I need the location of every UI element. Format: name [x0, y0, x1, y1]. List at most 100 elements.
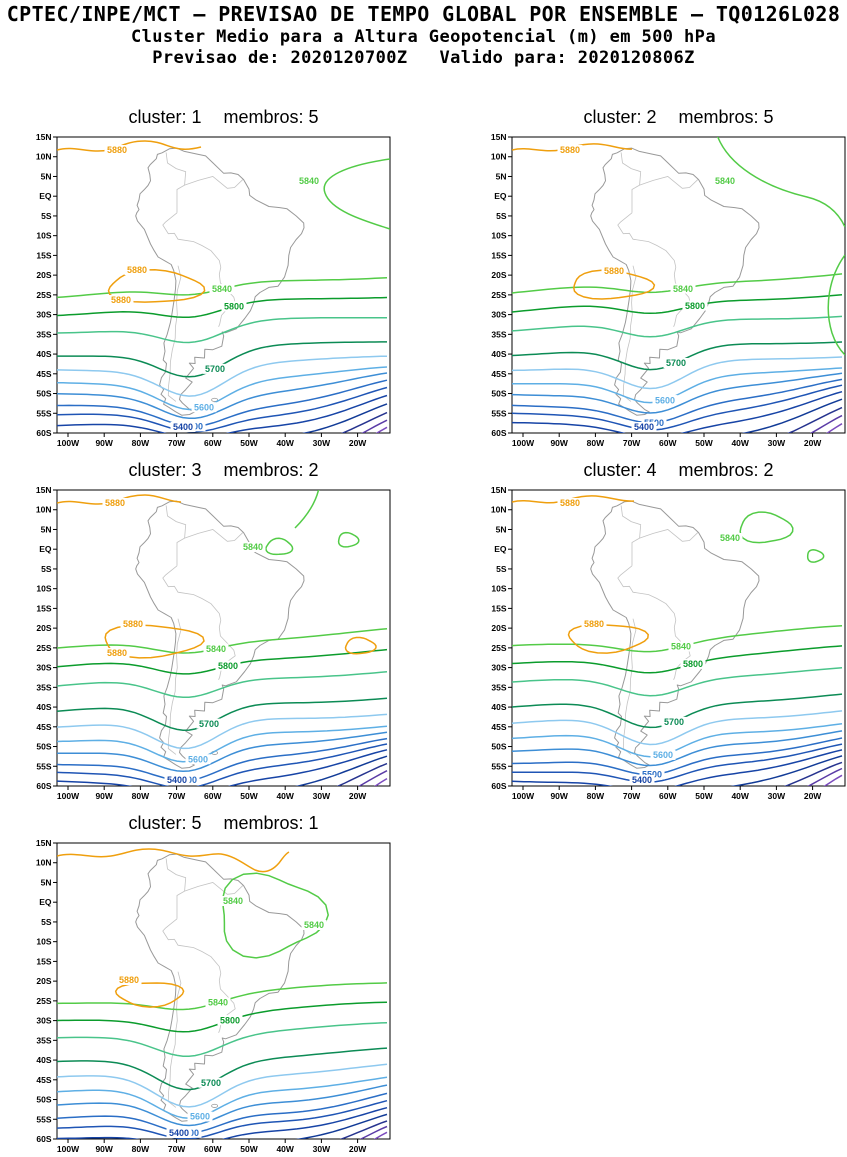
contour-label: 5840	[304, 920, 324, 930]
header-valid-time: Valido para: 2020120806Z	[439, 48, 695, 68]
contour-label: 5700	[666, 358, 686, 368]
contour-label-box	[712, 176, 738, 186]
closed-contour-5880	[107, 268, 206, 303]
contour-label-box	[205, 997, 231, 1008]
lat-tick-label: 5N	[41, 171, 52, 181]
lat-tick-label: 10S	[491, 584, 506, 594]
lon-tick-label: 90W	[95, 438, 113, 448]
south-america-coastline	[590, 147, 760, 416]
contour-label-box	[215, 660, 241, 671]
cluster-label: cluster: 2	[583, 106, 657, 127]
contour-map-cluster-2: 15N 10N 5N EQ 5S 10S 15S 20S 25S 30S 35S 40S 45S 50S 5…	[491, 133, 846, 448]
lat-tick-label: 40S	[491, 702, 506, 712]
contour-label: 5700	[664, 717, 684, 727]
lon-tick-label: 20W	[349, 791, 367, 801]
lat-tick-label: 10N	[36, 505, 52, 515]
contour-label-box	[164, 775, 190, 785]
panel-title: cluster: 5 membros: 1	[29, 810, 405, 836]
lat-tick-label: 5N	[41, 877, 52, 887]
contour-label-box	[296, 176, 322, 186]
lon-tick-label: 20W	[804, 438, 822, 448]
lat-tick-label: EQ	[39, 544, 52, 554]
country-border	[167, 618, 182, 755]
lat-tick-label: 15N	[491, 133, 507, 142]
lat-tick-label: 10N	[491, 505, 507, 515]
contour-line-5350	[294, 755, 388, 786]
contour-label: 5840	[299, 176, 319, 186]
contour-map-cluster-1: 15N 10N 5N EQ 5S 10S 15S 20S 25S 30S 35S 40S 45S 50S 5…	[36, 133, 391, 448]
contour-line-5500	[512, 737, 843, 776]
closed-contour-5840	[806, 549, 825, 563]
lon-tick-label: 20W	[804, 791, 822, 801]
contour-line-5880-north	[57, 140, 202, 152]
lat-tick-label: 30S	[36, 1016, 51, 1026]
lon-tick-label: 50W	[695, 791, 713, 801]
lon-tick-label: 80W	[587, 791, 605, 801]
contour-line-5750	[512, 666, 843, 697]
cluster-label: cluster: 1	[128, 106, 202, 127]
closed-contour-5840	[265, 537, 294, 556]
falkland-islands	[211, 397, 219, 402]
lon-tick-label: 40W	[276, 791, 294, 801]
contour-label: 5400	[634, 422, 654, 432]
lon-tick-label: 70W	[168, 1144, 186, 1154]
plot-area: 5840580057005600550054005880588058805840	[57, 140, 390, 433]
contour-label: 5880	[107, 648, 127, 658]
contour-line-5750	[57, 1021, 388, 1057]
lat-tick-label: 5N	[496, 524, 507, 534]
lat-tick-label: 55S	[36, 408, 51, 418]
lon-tick-label: 100W	[512, 438, 535, 448]
lat-tick-label: 10N	[36, 152, 52, 162]
contour-curve-5840	[717, 137, 845, 228]
contour-line-5650	[57, 1063, 388, 1108]
cluster-panel-4: cluster: 4 membros: 2 15N 10N 5N EQ 5S 10S 15S…	[484, 457, 847, 804]
contour-line-5880-north	[512, 495, 635, 504]
contour-map-cluster-4: 15N 10N 5N EQ 5S 10S 15S 20S 25S 30S 35S 40S 45S 50S 5…	[491, 486, 846, 801]
lon-tick-label: 60W	[659, 791, 677, 801]
contour-line-5700	[57, 697, 388, 731]
lon-tick-label: 50W	[695, 438, 713, 448]
contour-line-5880-north	[57, 848, 290, 873]
contour-line-5450	[512, 743, 843, 783]
country-border	[162, 918, 236, 1033]
lon-tick-label: 70W	[168, 791, 186, 801]
contour-label: 5400	[173, 422, 193, 432]
lat-tick-label: 30S	[36, 663, 51, 673]
lat-tick-label: 25S	[36, 290, 51, 300]
contour-label: 5880	[111, 295, 131, 305]
contour-label: 5700	[205, 364, 225, 374]
contour-label: 5800	[224, 302, 244, 312]
lon-tick-label: 70W	[168, 438, 186, 448]
lat-tick-label: 50S	[36, 1095, 51, 1105]
closed-contour-5840	[337, 531, 360, 548]
lat-tick-label: 60S	[491, 428, 506, 438]
lat-tick-label: 5S	[41, 564, 52, 574]
lat-tick-label: 45S	[36, 369, 51, 379]
contour-line-5600	[512, 723, 843, 758]
contour-label: 5800	[685, 301, 705, 311]
contour-line-5650	[512, 356, 843, 390]
contour-line-5350	[295, 1113, 388, 1139]
panel-title: cluster: 2 membros: 5	[484, 104, 847, 130]
lat-tick-label: 20S	[36, 270, 51, 280]
contour-map-cluster-5: 15N 10N 5N EQ 5S 10S 15S 20S 25S 30S 35S 40S 45S 50S 5…	[36, 839, 391, 1154]
contour-label-box	[104, 145, 130, 155]
contour-label-box	[652, 395, 678, 406]
panel-title: cluster: 4 membros: 2	[484, 457, 847, 483]
contour-label-box	[682, 300, 708, 311]
lat-tick-label: 10S	[36, 231, 51, 241]
lat-tick-label: 10S	[36, 937, 51, 947]
lat-tick-label: 10S	[491, 231, 506, 241]
lat-tick-label: 15N	[36, 486, 52, 495]
contour-label: 5800	[218, 661, 238, 671]
cluster-panel-5: cluster: 5 membros: 1 15N 10N 5N EQ 5S 10S 15S…	[29, 810, 405, 1157]
lat-tick-label: 45S	[36, 1075, 51, 1085]
contour-line-5750	[57, 316, 387, 344]
contour-line-5400	[512, 390, 843, 433]
lat-tick-label: 5N	[41, 524, 52, 534]
country-border	[165, 858, 187, 919]
plot-area: 5840580057005600550054005880588058805840	[57, 490, 388, 786]
cluster-panel-3: cluster: 3 membros: 2 15N 10N 5N EQ 5S 10S 15S…	[29, 457, 405, 804]
